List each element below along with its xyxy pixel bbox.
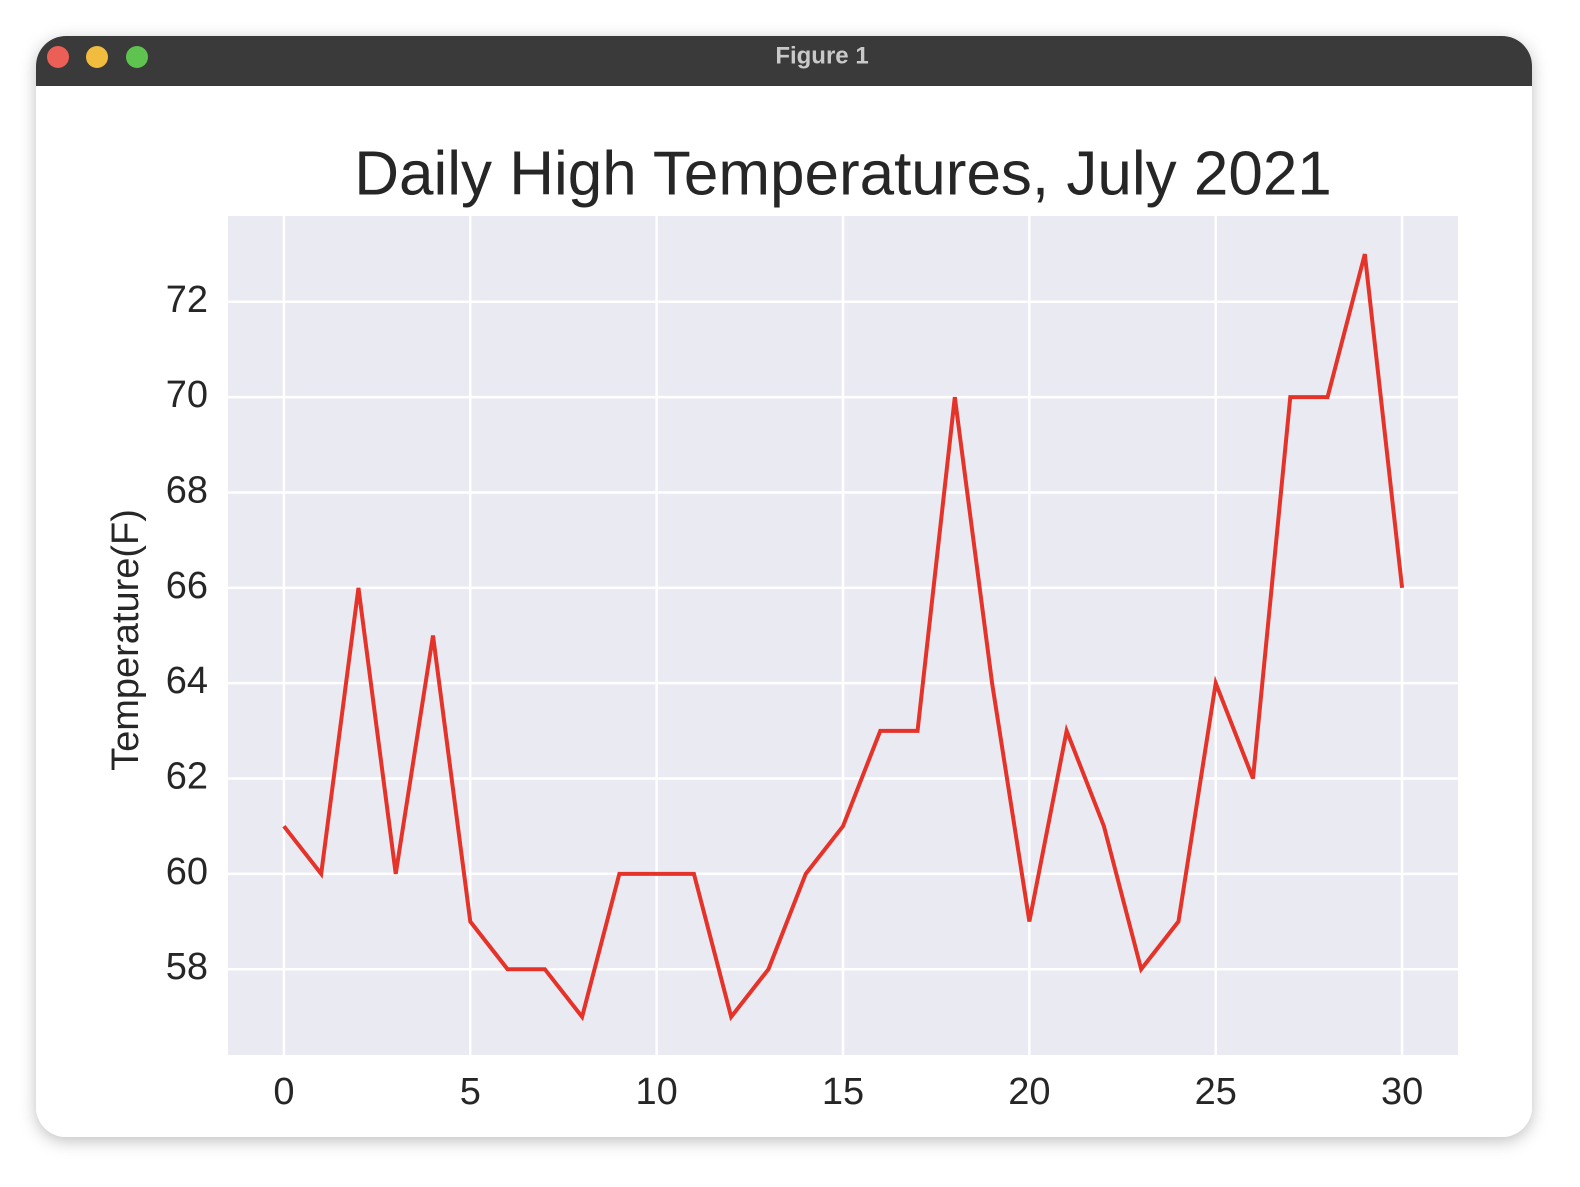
close-button[interactable] — [47, 46, 69, 68]
y-tick-label: 66 — [166, 565, 208, 607]
y-tick-label: 68 — [166, 470, 208, 512]
x-tick-label: 0 — [273, 1071, 294, 1113]
x-tick-label: 25 — [1195, 1071, 1237, 1113]
y-tick-label: 58 — [166, 946, 208, 988]
x-tick-label: 20 — [1008, 1071, 1050, 1113]
y-tick-label: 70 — [166, 374, 208, 416]
y-axis-label: Temperature(F) — [105, 509, 147, 771]
x-tick-label: 5 — [460, 1071, 481, 1113]
title-bar — [36, 36, 1532, 86]
window-title: Figure 1 — [775, 42, 868, 69]
x-tick-label: 15 — [822, 1071, 864, 1113]
x-tick-label: 10 — [635, 1071, 677, 1113]
y-tick-label: 64 — [166, 660, 208, 702]
y-tick-label: 62 — [166, 756, 208, 798]
minimize-button[interactable] — [86, 46, 108, 68]
y-tick-label: 60 — [166, 851, 208, 893]
zoom-button[interactable] — [126, 46, 148, 68]
chart-title: Daily High Temperatures, July 2021 — [354, 139, 1332, 208]
y-tick-label: 72 — [166, 279, 208, 321]
line-series — [282, 253, 1405, 1022]
x-tick-label: 30 — [1381, 1071, 1423, 1113]
